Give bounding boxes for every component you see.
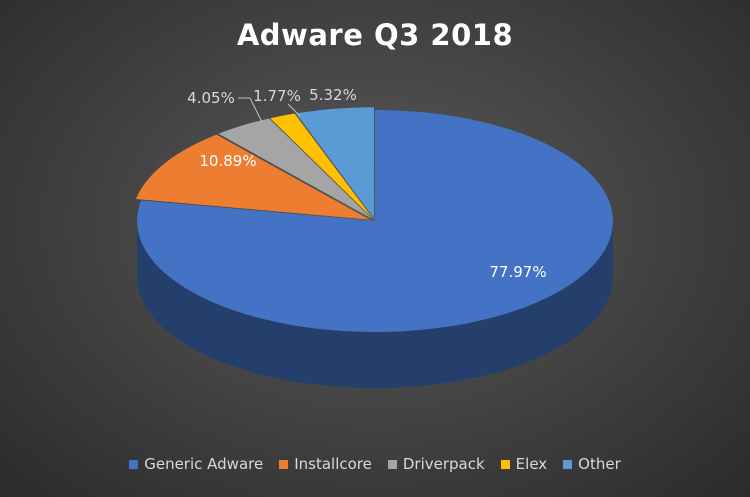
chart-legend: Generic Adware Installcore Driverpack El… [0, 455, 750, 473]
legend-item-installcore: Installcore [279, 455, 372, 473]
legend-label-other: Other [578, 455, 621, 473]
legend-swatch-elex [500, 459, 510, 469]
legend-label-elex: Elex [515, 455, 548, 473]
legend-item-generic-adware: Generic Adware [129, 455, 263, 473]
pie-slice-installcore [135, 134, 370, 220]
legend-swatch-installcore [279, 459, 289, 469]
pie-slice-elex [270, 113, 373, 219]
legend-label-generic-adware: Generic Adware [144, 455, 264, 473]
legend-swatch-generic-adware [129, 459, 139, 469]
pie-tops [135, 107, 614, 332]
data-label-other: 5.32% [309, 86, 357, 104]
legend-item-driverpack: Driverpack [387, 455, 485, 473]
data-label-installcore: 10.89% [199, 152, 256, 170]
leader-line-driverpack [238, 97, 263, 123]
data-label-elex: 1.77% [253, 87, 301, 105]
chart-title: Adware Q3 2018 [236, 18, 514, 52]
legend-item-elex: Elex [500, 455, 548, 473]
pie-sides [137, 221, 613, 388]
pie-slice-other [295, 107, 375, 219]
legend-label-installcore: Installcore [294, 455, 372, 473]
pie-labels: 77.97% 10.89% 4.05% 1.77% 5.32% [187, 86, 546, 281]
legend-item-other: Other [563, 455, 621, 473]
data-label-generic-adware: 77.97% [489, 263, 546, 281]
data-label-driverpack: 4.05% [187, 89, 235, 107]
legend-label-driverpack: Driverpack [402, 455, 485, 473]
legend-swatch-other [563, 459, 573, 469]
pie-side-generic-adware [137, 221, 613, 388]
legend-swatch-driverpack [387, 459, 397, 469]
pie-slice-driverpack [218, 118, 372, 219]
pie-slice-generic-adware [137, 110, 614, 332]
leader-line-elex [287, 103, 301, 117]
